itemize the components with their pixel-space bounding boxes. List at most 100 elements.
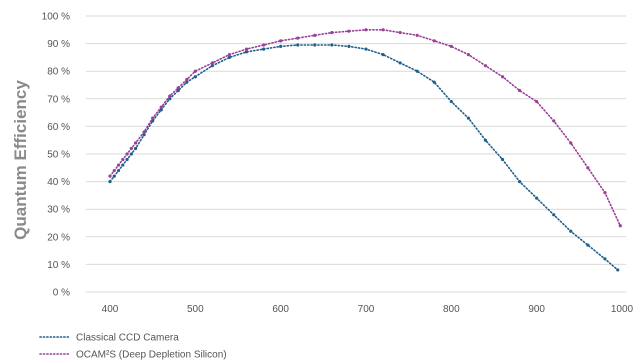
data-point <box>116 163 121 167</box>
data-point <box>552 213 556 217</box>
y-tick-label: 90 % <box>47 39 70 50</box>
data-point <box>108 180 112 184</box>
data-point <box>330 43 334 47</box>
data-point <box>518 180 522 184</box>
data-point <box>569 141 573 145</box>
x-tick-label: 700 <box>358 304 375 315</box>
data-point <box>500 75 505 79</box>
data-point <box>279 44 283 48</box>
x-tick-label: 400 <box>102 304 119 315</box>
y-tick-label: 100 % <box>42 12 70 23</box>
data-point <box>586 243 590 247</box>
data-point <box>142 130 146 134</box>
data-point <box>142 133 146 137</box>
x-tick-label: 800 <box>443 304 460 315</box>
data-point <box>616 268 620 272</box>
data-point <box>415 33 419 37</box>
data-point <box>381 28 385 32</box>
data-point <box>121 157 125 162</box>
data-point <box>466 53 470 57</box>
data-point <box>262 47 266 51</box>
data-point <box>262 43 266 47</box>
data-point <box>432 80 436 84</box>
x-tick-label: 500 <box>187 304 204 315</box>
data-point <box>125 152 129 156</box>
y-tick-label: 70 % <box>47 94 70 105</box>
data-point <box>134 146 138 151</box>
data-point <box>313 43 317 47</box>
y-tick-labels: 0 % 10 % 20 % 30 % 40 % 50 % 60 % 70 % 80 % 90 % 1… <box>42 12 70 299</box>
data-point <box>483 64 488 68</box>
data-point <box>381 53 385 57</box>
data-point <box>603 257 607 261</box>
y-tick-label: 10 % <box>47 260 70 271</box>
x-tick-labels: 400 500 600 700 800 900 1000 <box>102 304 634 315</box>
data-point <box>618 224 622 228</box>
data-point <box>151 116 155 120</box>
data-point <box>432 39 436 43</box>
data-point <box>296 36 300 40</box>
data-point <box>347 44 351 48</box>
series-ocam2s <box>108 28 622 228</box>
data-point <box>185 80 189 84</box>
y-axis-label: Quantum Efficiency <box>11 80 30 240</box>
x-tick-label: 600 <box>272 304 289 315</box>
legend: Classical CCD Camera OCAM²S (Deep Depleti… <box>39 333 227 361</box>
data-point <box>415 69 419 73</box>
data-point <box>449 44 453 48</box>
y-tick-label: 50 % <box>47 150 70 161</box>
data-point <box>193 69 197 73</box>
data-point <box>168 97 172 101</box>
data-point <box>569 229 573 233</box>
data-point <box>244 47 249 51</box>
data-point <box>129 146 133 151</box>
data-point <box>398 61 402 65</box>
data-point <box>227 53 232 57</box>
data-point <box>121 163 125 167</box>
data-point <box>210 64 214 68</box>
data-point <box>168 94 172 98</box>
data-point <box>398 30 402 35</box>
series-curve <box>109 29 622 227</box>
data-point <box>279 39 283 43</box>
data-point <box>603 191 607 195</box>
y-tick-label: 40 % <box>47 177 70 188</box>
data-point <box>185 77 189 82</box>
data-point <box>116 168 121 173</box>
data-point <box>552 119 556 123</box>
series-points <box>108 28 622 272</box>
data-point <box>176 86 180 90</box>
y-tick-label: 30 % <box>47 205 70 216</box>
data-point <box>296 43 300 47</box>
series-classical-ccd <box>108 43 620 272</box>
x-tick-label: 900 <box>528 304 545 315</box>
data-point <box>159 105 163 109</box>
data-point <box>210 61 214 65</box>
data-point <box>112 174 116 178</box>
data-point <box>313 33 317 37</box>
data-point <box>151 119 155 123</box>
data-point <box>159 108 163 112</box>
data-point <box>466 116 470 120</box>
data-point <box>518 88 522 93</box>
data-point <box>134 141 138 145</box>
data-point <box>449 99 453 104</box>
legend-label: OCAM²S (Deep Depletion Silicon) <box>76 350 227 361</box>
data-point <box>483 138 488 142</box>
legend-label: Classical CCD Camera <box>76 333 179 344</box>
data-point <box>330 30 334 35</box>
data-point <box>500 157 505 162</box>
data-point <box>227 55 232 60</box>
y-tick-label: 0 % <box>53 288 70 299</box>
x-tick-label: 1000 <box>611 304 634 315</box>
data-point <box>364 28 368 32</box>
y-tick-label: 80 % <box>47 67 70 78</box>
data-point <box>586 166 590 170</box>
grid-lines <box>86 15 626 293</box>
data-point <box>244 50 249 54</box>
data-point <box>112 168 116 173</box>
y-tick-label: 20 % <box>47 232 70 243</box>
data-point <box>535 196 539 200</box>
